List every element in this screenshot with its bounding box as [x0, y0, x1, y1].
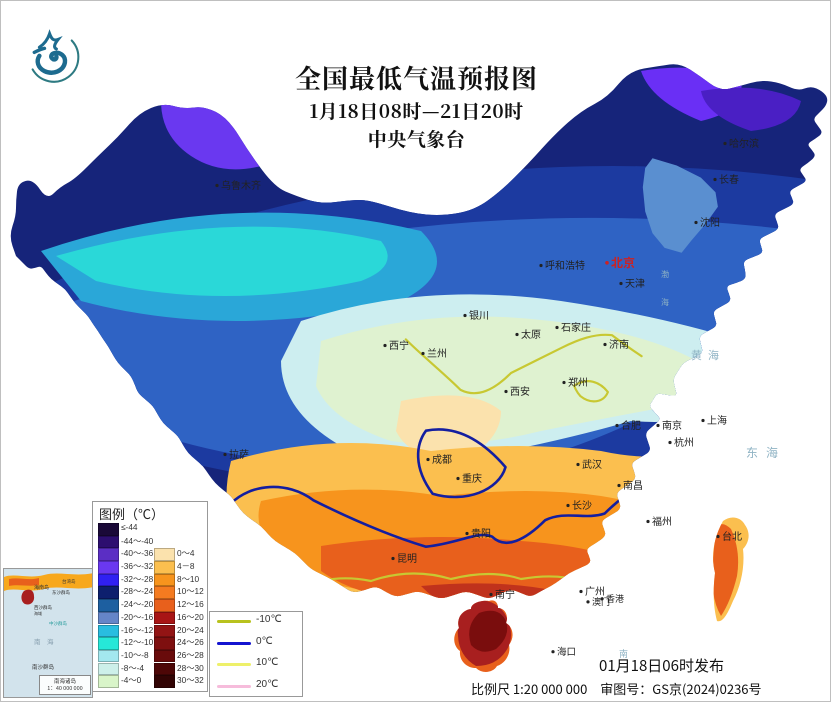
svg-text:沈阳: 沈阳: [700, 214, 720, 229]
svg-text:黄海: 黄海: [691, 347, 725, 363]
svg-text:西安: 西安: [510, 383, 530, 398]
svg-text:中沙群岛: 中沙群岛: [49, 620, 67, 627]
svg-text:海域: 海域: [34, 610, 42, 616]
svg-text:渤: 渤: [661, 269, 669, 280]
svg-text:海: 海: [661, 297, 669, 308]
svg-text:拉萨: 拉萨: [229, 446, 249, 461]
svg-text:兰州: 兰州: [427, 345, 447, 360]
svg-text:海南岛: 海南岛: [34, 584, 49, 591]
svg-text:福州: 福州: [652, 513, 672, 528]
svg-text:台湾岛: 台湾岛: [62, 578, 76, 585]
svg-text:南 海: 南 海: [34, 637, 54, 646]
svg-text:乌鲁木齐: 乌鲁木齐: [221, 177, 261, 192]
svg-text:海口: 海口: [557, 644, 576, 658]
svg-text:石家庄: 石家庄: [561, 319, 591, 334]
svg-text:西宁: 西宁: [389, 337, 409, 352]
svg-text:西沙群岛: 西沙群岛: [34, 604, 52, 611]
svg-text:上海: 上海: [707, 412, 727, 427]
svg-text:杭州: 杭州: [674, 434, 694, 449]
svg-text:北京: 北京: [611, 254, 635, 271]
svg-text:银川: 银川: [469, 307, 489, 322]
svg-text:东海: 东海: [746, 444, 786, 461]
svg-text:南京: 南京: [662, 417, 682, 432]
svg-text:南昌: 南昌: [623, 477, 643, 492]
svg-text:济南: 济南: [609, 336, 629, 351]
svg-text:南沙群岛: 南沙群岛: [32, 663, 55, 671]
svg-text:重庆: 重庆: [462, 470, 482, 485]
svg-text:合肥: 合肥: [621, 417, 641, 432]
svg-text:天津: 天津: [625, 275, 645, 290]
svg-text:贵阳: 贵阳: [471, 525, 491, 540]
svg-text:长沙: 长沙: [572, 497, 592, 512]
svg-text:成都: 成都: [432, 451, 452, 466]
svg-text:太原: 太原: [521, 326, 541, 341]
svg-text:郑州: 郑州: [568, 374, 588, 389]
svg-text:南宁: 南宁: [495, 586, 515, 601]
svg-text:香港: 香港: [606, 592, 624, 605]
svg-text:昆明: 昆明: [397, 550, 417, 565]
svg-text:武汉: 武汉: [582, 456, 602, 471]
svg-text:呼和浩特: 呼和浩特: [545, 257, 585, 272]
svg-text:长春: 长春: [719, 171, 739, 186]
svg-text:台北: 台北: [722, 528, 742, 543]
svg-text:东沙群岛: 东沙群岛: [52, 589, 70, 596]
